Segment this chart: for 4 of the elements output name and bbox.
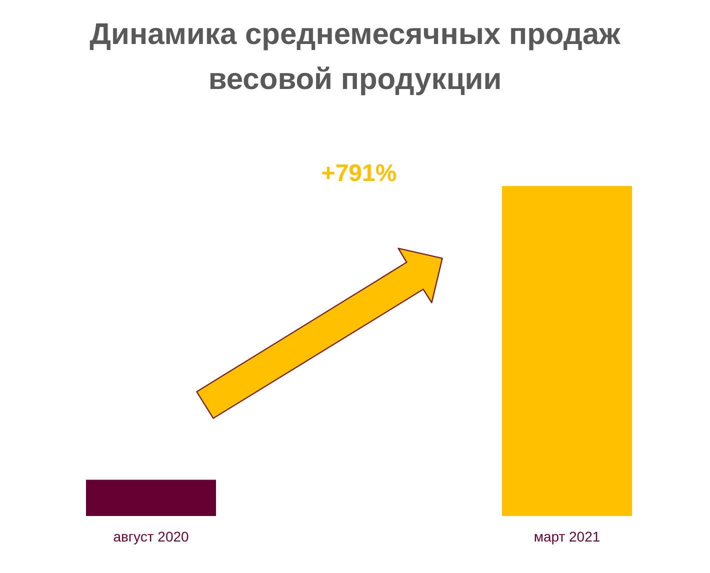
- annotation: +791%: [321, 160, 397, 187]
- x-tick-label: август 2020: [113, 528, 190, 544]
- chart-title: Динамика среднемесячных продаж весовой продукции: [88, 17, 622, 98]
- x-tick-label: март 2021: [534, 528, 600, 544]
